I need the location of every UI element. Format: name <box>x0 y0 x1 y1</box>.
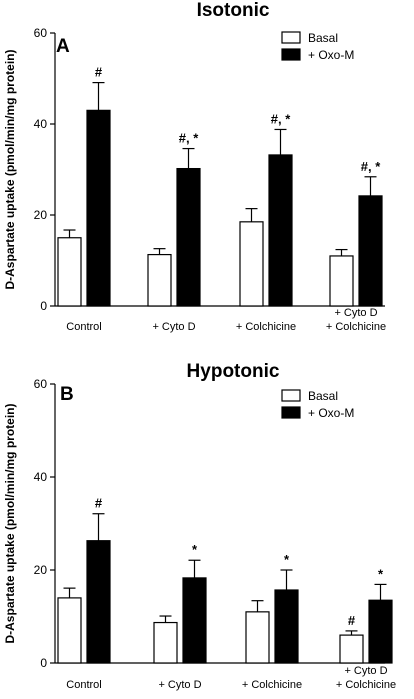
y-tick-label: 60 <box>34 377 48 391</box>
bar-basal <box>239 221 264 307</box>
significance-marker: # <box>95 496 103 511</box>
category-label-line: + Colchicine <box>326 321 386 333</box>
legend-swatch-oxo-m <box>281 48 301 61</box>
y-axis-label: D-Aspartate uptake (pmol/min/mg protein) <box>3 49 17 289</box>
legend-swatch-basal <box>281 389 301 402</box>
significance-marker: * <box>378 566 384 581</box>
chart-panel-a: Isotonic A D-Aspartate uptake (pmol/min/mg… <box>3 0 386 333</box>
category-label: + Cyto D <box>152 321 195 333</box>
significance-marker: * <box>284 552 290 567</box>
y-tick-label: 40 <box>34 470 48 484</box>
bar-basal <box>245 611 270 664</box>
category-label-line: Control <box>66 679 101 691</box>
category-label-line: + Colchicine <box>336 679 396 691</box>
significance-marker: * <box>192 542 198 557</box>
bar-basal <box>147 253 172 307</box>
y-axis-label: D-Aspartate uptake (pmol/min/mg protein) <box>3 403 17 643</box>
significance-marker: #, * <box>271 111 291 126</box>
legend-swatch-basal <box>281 31 301 44</box>
y-tick-label: 0 <box>40 299 47 313</box>
y-tick-label: 20 <box>34 563 48 577</box>
bar-oxo-m <box>86 540 111 664</box>
category-label-line: + Cyto D <box>334 307 377 319</box>
panel-letter: B <box>60 384 74 405</box>
legend-label-oxo-m: + Oxo-M <box>308 48 354 62</box>
significance-marker: #, * <box>179 131 199 146</box>
significance-marker: # <box>95 65 103 80</box>
bar-oxo-m <box>268 154 293 307</box>
bar-oxo-m <box>182 577 207 664</box>
chart-title: Isotonic <box>197 0 270 21</box>
category-label: + Cyto D + Colchicine <box>326 307 386 333</box>
category-label-line: + Cyto D <box>152 321 195 333</box>
chart-title: Hypotonic <box>187 361 280 382</box>
bar-oxo-m <box>86 109 111 307</box>
legend-swatch-oxo-m <box>281 406 301 419</box>
bar-basal <box>57 597 82 664</box>
category-label-line: + Cyto D <box>158 679 201 691</box>
bar-basal <box>329 255 354 307</box>
legend-label-basal: Basal <box>308 31 338 45</box>
y-tick-label: 20 <box>34 208 48 222</box>
panel-letter: A <box>56 36 70 57</box>
bar-oxo-m <box>176 167 201 307</box>
category-label-line: Control <box>66 321 101 333</box>
y-tick-label: 60 <box>34 26 48 40</box>
bar-basal <box>339 634 364 664</box>
bar-oxo-m <box>274 589 299 664</box>
significance-marker: #, * <box>361 159 381 174</box>
category-label: Control <box>66 321 101 333</box>
bar-oxo-m <box>358 195 383 307</box>
bar-basal <box>153 621 178 664</box>
category-label: + Colchicine <box>236 321 296 333</box>
category-label-line: + Colchicine <box>236 321 296 333</box>
chart-panel-b: Hypotonic B D-Aspartate uptake (pmol/min/m… <box>3 361 396 691</box>
legend-label-oxo-m: + Oxo-M <box>308 406 354 420</box>
category-label: Control <box>66 679 101 691</box>
legend-label-basal: Basal <box>308 389 338 403</box>
y-tick-label: 40 <box>34 117 48 131</box>
category-label: + Cyto D <box>158 679 201 691</box>
category-label-line: + Colchicine <box>242 679 302 691</box>
category-label: + Cyto D + Colchicine <box>336 665 396 691</box>
bar-basal <box>57 237 82 307</box>
bar-oxo-m <box>368 599 393 664</box>
y-tick-label: 0 <box>40 656 47 670</box>
significance-marker: # <box>348 613 356 628</box>
category-label-line: + Cyto D <box>344 665 387 677</box>
category-label: + Colchicine <box>242 679 302 691</box>
